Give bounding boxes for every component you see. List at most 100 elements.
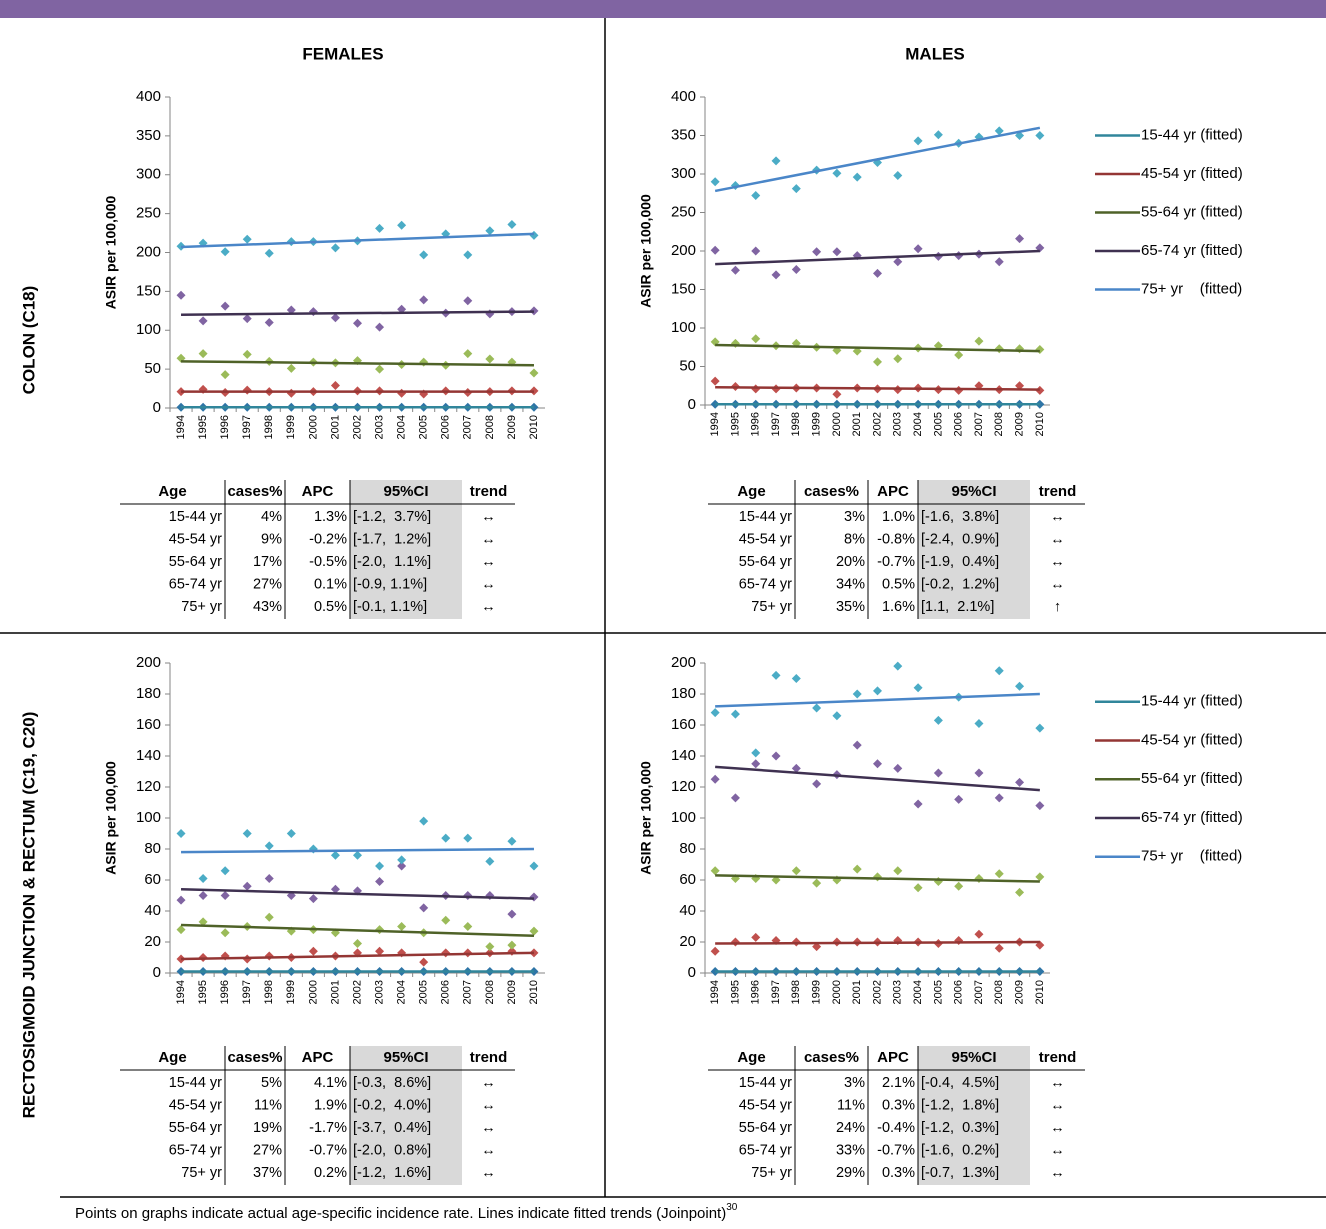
- table-cell: 75+ yr: [751, 599, 792, 615]
- data-point: [353, 850, 362, 860]
- data-point: [893, 661, 903, 671]
- table-header: cases%: [804, 483, 859, 500]
- table-cell: ↔: [481, 531, 496, 547]
- data-point: [242, 314, 252, 324]
- fitted-line: [180, 888, 535, 900]
- x-tick-label: 1998: [263, 415, 275, 439]
- table-cell: ↔: [1050, 554, 1065, 570]
- table-cell: ↑: [1054, 599, 1061, 615]
- table-cell: 45-54 yr: [169, 531, 222, 547]
- data-point: [220, 866, 230, 876]
- fitted-line: [181, 360, 534, 367]
- table-cell: [-2.4, 0.9%]: [921, 531, 999, 547]
- data-point: [242, 349, 252, 359]
- data-point: [286, 363, 296, 373]
- ci-shade: [350, 1046, 462, 1185]
- data-point: [529, 892, 539, 902]
- fitted-line: [715, 940, 1040, 945]
- y-tick-label: 400: [671, 88, 696, 105]
- data-point: [994, 126, 1004, 136]
- y-tick-label: 0: [153, 399, 161, 416]
- y-tick-label: 80: [679, 840, 696, 857]
- y-tick-label: 0: [688, 964, 696, 981]
- table-cell: 17%: [253, 554, 282, 570]
- data-point: [730, 793, 740, 803]
- legend-label: 55-64 yr (fitted): [1141, 203, 1243, 220]
- fitted-line: [715, 765, 1040, 792]
- table-cell: 1.0%: [882, 509, 915, 525]
- footnote-ref: 30: [726, 1202, 738, 1213]
- table-cell: [-1.2, 0.3%]: [921, 1120, 999, 1136]
- table-cell: [-0.9, 1.1%]: [353, 576, 427, 592]
- table-header: APC: [302, 1049, 334, 1066]
- table-header: 95%CI: [383, 483, 428, 500]
- x-tick-label: 2009: [506, 415, 518, 439]
- table-cell: 3%: [844, 509, 865, 525]
- data-point: [264, 873, 274, 883]
- data-point: [308, 894, 318, 904]
- data-point: [751, 932, 761, 942]
- x-tick-label: 1998: [790, 980, 802, 1004]
- table-cell: 75+ yr: [751, 1165, 792, 1181]
- table-cell: ↔: [481, 1120, 496, 1136]
- table-cell: ↔: [1050, 1075, 1065, 1091]
- y-tick-label: 250: [671, 203, 696, 220]
- table-header: Age: [158, 483, 186, 500]
- data-point: [198, 891, 208, 900]
- x-tick-label: 2006: [440, 980, 452, 1004]
- y-tick-label: 300: [671, 165, 696, 182]
- table-cell: 55-64 yr: [739, 1120, 792, 1136]
- table-cell: [-0.3, 8.6%]: [353, 1075, 431, 1091]
- table-cell: 0.2%: [314, 1165, 347, 1181]
- table-cell: ↔: [481, 1097, 496, 1113]
- x-tick-label: 1994: [709, 980, 721, 1004]
- table-cell: 2.1%: [882, 1075, 915, 1091]
- table-cell: -0.7%: [877, 1142, 915, 1158]
- row-label: COLON (C18): [19, 286, 38, 395]
- y-tick-label: 150: [671, 280, 696, 297]
- table-header: cases%: [227, 483, 282, 500]
- ci-shade: [918, 480, 1030, 619]
- data-point: [893, 763, 903, 773]
- data-point: [286, 829, 296, 838]
- data-point: [954, 881, 964, 891]
- table-cell: 35%: [836, 599, 865, 615]
- fitted-line: [715, 343, 1040, 353]
- data-point: [1035, 385, 1045, 395]
- footnote: Points on graphs indicate actual age-spe…: [75, 1202, 738, 1222]
- row-label: RECTOSIGMOID JUNCTION & RECTUM (C19, C20…: [19, 712, 38, 1119]
- data-point: [330, 884, 340, 894]
- chart-title: MALES: [905, 44, 965, 63]
- data-point: [242, 234, 252, 244]
- data-point: [264, 951, 274, 961]
- data-point: [242, 385, 252, 395]
- table-cell: -1.7%: [309, 1120, 347, 1136]
- fitted-line: [714, 126, 1041, 193]
- data-point: [893, 866, 903, 876]
- x-tick-label: 2006: [440, 415, 452, 439]
- data-point: [198, 917, 208, 927]
- data-point: [812, 942, 822, 952]
- y-tick-label: 300: [136, 166, 161, 183]
- y-tick-label: 40: [144, 902, 161, 919]
- data-point: [264, 317, 274, 327]
- x-tick-label: 2010: [528, 980, 540, 1004]
- x-tick-label: 1995: [729, 412, 741, 436]
- legend-label: 65-74 yr (fitted): [1141, 242, 1243, 259]
- data-point: [730, 709, 740, 719]
- table-header: cases%: [804, 1049, 859, 1066]
- legend-label: 55-64 yr (fitted): [1141, 770, 1243, 787]
- data-point: [893, 257, 903, 267]
- x-tick-label: 2004: [396, 980, 408, 1004]
- x-tick-label: 2005: [932, 980, 944, 1004]
- x-tick-label: 1999: [811, 412, 823, 436]
- x-tick-label: 2008: [484, 415, 496, 439]
- data-point: [771, 670, 781, 680]
- data-point: [198, 349, 208, 359]
- x-tick-label: 2002: [351, 415, 363, 439]
- data-point: [791, 674, 801, 683]
- data-point: [419, 903, 429, 913]
- table-cell: [-1.2, 3.7%]: [353, 509, 431, 525]
- table-cell: 75+ yr: [181, 599, 222, 615]
- footnote-text: Points on graphs indicate actual age-spe…: [75, 1205, 726, 1222]
